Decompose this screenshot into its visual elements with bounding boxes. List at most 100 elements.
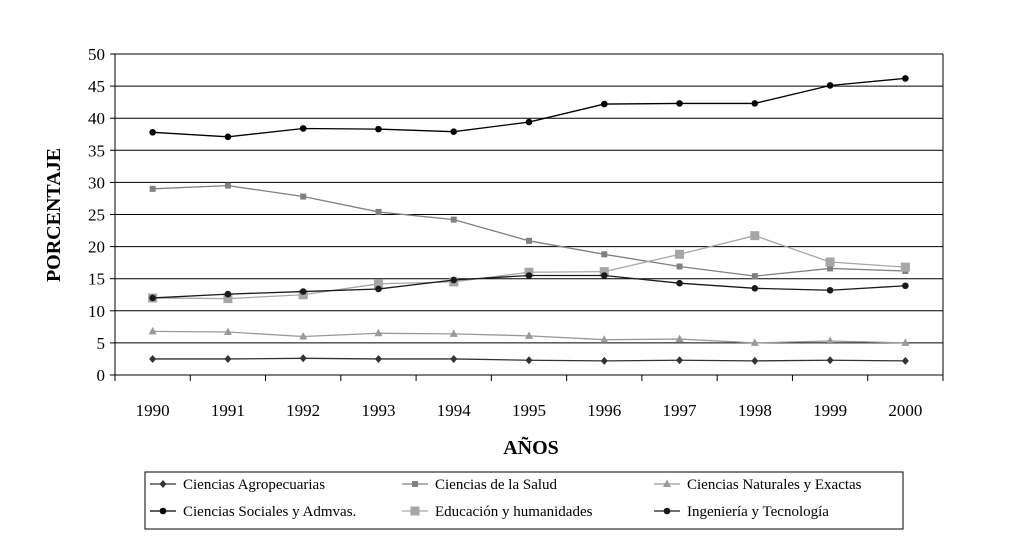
data-point	[675, 249, 685, 259]
legend-label: Ciencias de la Salud	[435, 477, 558, 493]
data-point	[374, 354, 382, 363]
data-point	[223, 294, 233, 304]
series-5	[149, 272, 909, 302]
data-point	[149, 185, 156, 192]
data-point	[675, 334, 684, 343]
data-point	[450, 276, 458, 284]
y-axis: 0 5 10 15 20 25 30 35 40 45 50	[88, 45, 116, 385]
x-tick-label: 1996	[587, 401, 621, 420]
data-point	[750, 338, 759, 346]
data-point	[600, 272, 608, 279]
data-point	[751, 100, 759, 107]
data-point	[373, 279, 383, 289]
data-point	[148, 326, 157, 335]
y-tick-label: 20	[88, 238, 105, 257]
x-axis: 1990 1991 1992 1993 1994 1995 1996 1997 1998 1999…	[114, 374, 944, 420]
data-point	[526, 237, 532, 244]
data-point	[300, 193, 307, 200]
data-point	[751, 285, 759, 292]
data-point	[299, 354, 307, 363]
data-point	[600, 335, 609, 343]
x-tick-label: 1998	[738, 401, 772, 420]
data-point	[149, 294, 156, 302]
x-tick-label: 1991	[211, 401, 245, 420]
data-point	[525, 356, 533, 365]
data-point	[601, 251, 608, 258]
data-point	[826, 336, 835, 344]
x-tick-label: 1993	[361, 401, 395, 420]
legend-item: Ciencias de la Salud	[402, 477, 558, 493]
data-point	[826, 356, 834, 365]
data-point	[299, 331, 308, 340]
x-axis-title: AÑOS	[503, 436, 559, 459]
data-point	[525, 331, 533, 339]
legend-marker	[159, 507, 167, 515]
data-point	[900, 262, 910, 272]
data-point	[374, 328, 383, 337]
series-line	[152, 77, 906, 138]
x-tick-label: 1995	[512, 401, 546, 420]
data-point	[224, 133, 232, 141]
data-point	[224, 182, 231, 189]
x-tick-label: 1992	[286, 401, 320, 420]
x-tick-label: 1999	[813, 401, 847, 420]
y-tick-label: 5	[97, 334, 106, 353]
data-point	[149, 354, 157, 363]
legend-label: Educación y humanidades	[435, 504, 593, 520]
data-point	[901, 338, 910, 346]
y-tick-label: 50	[88, 45, 105, 64]
legend-marker	[663, 507, 671, 515]
series-line	[152, 184, 906, 277]
legend-marker	[412, 481, 418, 487]
legend-item: Ingeniería y Tecnología	[654, 504, 829, 520]
data-point	[902, 282, 909, 290]
data-point	[223, 327, 232, 335]
data-point	[375, 125, 382, 133]
y-tick-label: 0	[97, 366, 106, 385]
y-tick-label: 10	[88, 302, 105, 321]
legend-item: Ciencias Sociales y Admvas.	[150, 504, 356, 520]
y-axis-title: PORCENTAJE	[43, 148, 65, 282]
series-0	[149, 354, 909, 365]
y-tick-label: 35	[88, 141, 105, 160]
data-point	[450, 354, 458, 363]
legend: Ciencias Agropecuarias Ciencias de la Sal…	[144, 471, 904, 530]
data-point	[751, 356, 759, 365]
legend-box	[144, 471, 904, 530]
legend-marker	[663, 479, 671, 487]
x-tick-label: 2000	[888, 401, 922, 420]
y-tick-label: 45	[88, 77, 105, 96]
legend-item: Educación y humanidades	[402, 504, 593, 520]
data-point	[525, 272, 533, 279]
data-point	[599, 267, 609, 277]
data-point	[224, 354, 232, 363]
data-point	[600, 100, 608, 108]
data-point	[750, 231, 760, 241]
data-point	[375, 208, 382, 215]
data-point	[902, 75, 909, 82]
data-point	[299, 288, 307, 295]
data-point	[826, 286, 834, 294]
y-tick-label: 25	[88, 206, 105, 225]
data-point	[375, 285, 382, 293]
x-tick-label: 1994	[437, 401, 472, 420]
legend-label: Ingeniería y Tecnología	[687, 504, 829, 520]
legend-label: Ciencias Naturales y Exactas	[687, 477, 862, 493]
x-tick-label: 1990	[136, 401, 170, 420]
data-point	[224, 290, 232, 298]
data-point	[525, 118, 533, 126]
legend-marker	[159, 480, 167, 488]
data-point	[676, 279, 683, 287]
legend-label: Ciencias Sociales y Admvas.	[183, 504, 356, 520]
data-point	[676, 356, 684, 365]
x-tick-label: 1997	[663, 401, 698, 420]
legend-item: Ciencias Naturales y Exactas	[654, 477, 862, 493]
data-point	[299, 125, 307, 132]
series-3	[149, 75, 909, 141]
y-tick-label: 15	[88, 270, 105, 289]
gridlines	[115, 53, 944, 376]
data-point	[826, 82, 834, 89]
data-point	[600, 356, 608, 365]
data-point	[450, 216, 457, 223]
